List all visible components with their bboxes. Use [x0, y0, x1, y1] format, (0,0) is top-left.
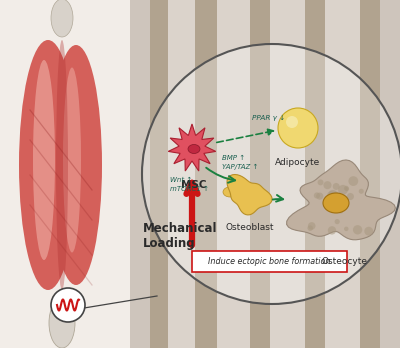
Polygon shape [287, 160, 396, 240]
Circle shape [316, 192, 323, 200]
Bar [130, 0, 400, 348]
Circle shape [327, 191, 334, 198]
Circle shape [353, 225, 362, 235]
Circle shape [338, 185, 348, 195]
Circle shape [278, 108, 318, 148]
Text: Osteocyte: Osteocyte [322, 257, 368, 266]
Circle shape [286, 116, 298, 128]
Ellipse shape [323, 193, 349, 213]
Circle shape [51, 288, 85, 322]
Ellipse shape [33, 60, 55, 260]
Text: MSC: MSC [181, 180, 207, 190]
Circle shape [142, 44, 400, 304]
Circle shape [345, 187, 349, 191]
Bar [150, 0, 168, 348]
Circle shape [314, 192, 320, 199]
Circle shape [333, 183, 340, 190]
Ellipse shape [188, 144, 200, 153]
Circle shape [339, 209, 343, 214]
Text: Osteoblast: Osteoblast [226, 223, 274, 232]
Circle shape [308, 222, 316, 230]
Text: Wnt ↑: Wnt ↑ [170, 177, 192, 183]
Circle shape [344, 227, 348, 231]
Ellipse shape [51, 0, 73, 37]
Circle shape [328, 226, 336, 235]
Circle shape [328, 190, 337, 199]
Circle shape [334, 219, 340, 224]
Circle shape [318, 180, 324, 185]
Ellipse shape [223, 187, 237, 197]
Ellipse shape [49, 298, 75, 348]
Bar [217, 0, 250, 348]
Circle shape [359, 189, 364, 194]
Text: Induce ectopic bone formation: Induce ectopic bone formation [208, 256, 330, 266]
Bar [325, 0, 360, 348]
Bar [360, 0, 380, 348]
Bar [250, 0, 270, 348]
Text: YAP/TAZ ↑: YAP/TAZ ↑ [222, 164, 258, 170]
Ellipse shape [50, 45, 102, 285]
Ellipse shape [19, 40, 77, 290]
Text: BMP ↑: BMP ↑ [222, 155, 245, 161]
Circle shape [364, 227, 373, 236]
Text: Mechanical
Loading: Mechanical Loading [143, 222, 218, 250]
Circle shape [332, 192, 340, 199]
Circle shape [308, 226, 313, 231]
Polygon shape [168, 124, 216, 171]
Bar [195, 0, 217, 348]
Text: mTORC1 ↑: mTORC1 ↑ [170, 186, 209, 192]
Bar [270, 0, 305, 348]
Circle shape [344, 186, 349, 191]
Polygon shape [227, 174, 272, 215]
Circle shape [324, 181, 332, 189]
Text: Adipocyte: Adipocyte [275, 158, 321, 167]
Circle shape [347, 193, 354, 200]
Bar [168, 0, 195, 348]
Text: PPAR γ ↓: PPAR γ ↓ [252, 115, 285, 121]
Ellipse shape [56, 40, 68, 290]
Ellipse shape [63, 68, 81, 253]
FancyBboxPatch shape [192, 251, 346, 271]
Bar [305, 0, 325, 348]
Circle shape [348, 176, 358, 186]
